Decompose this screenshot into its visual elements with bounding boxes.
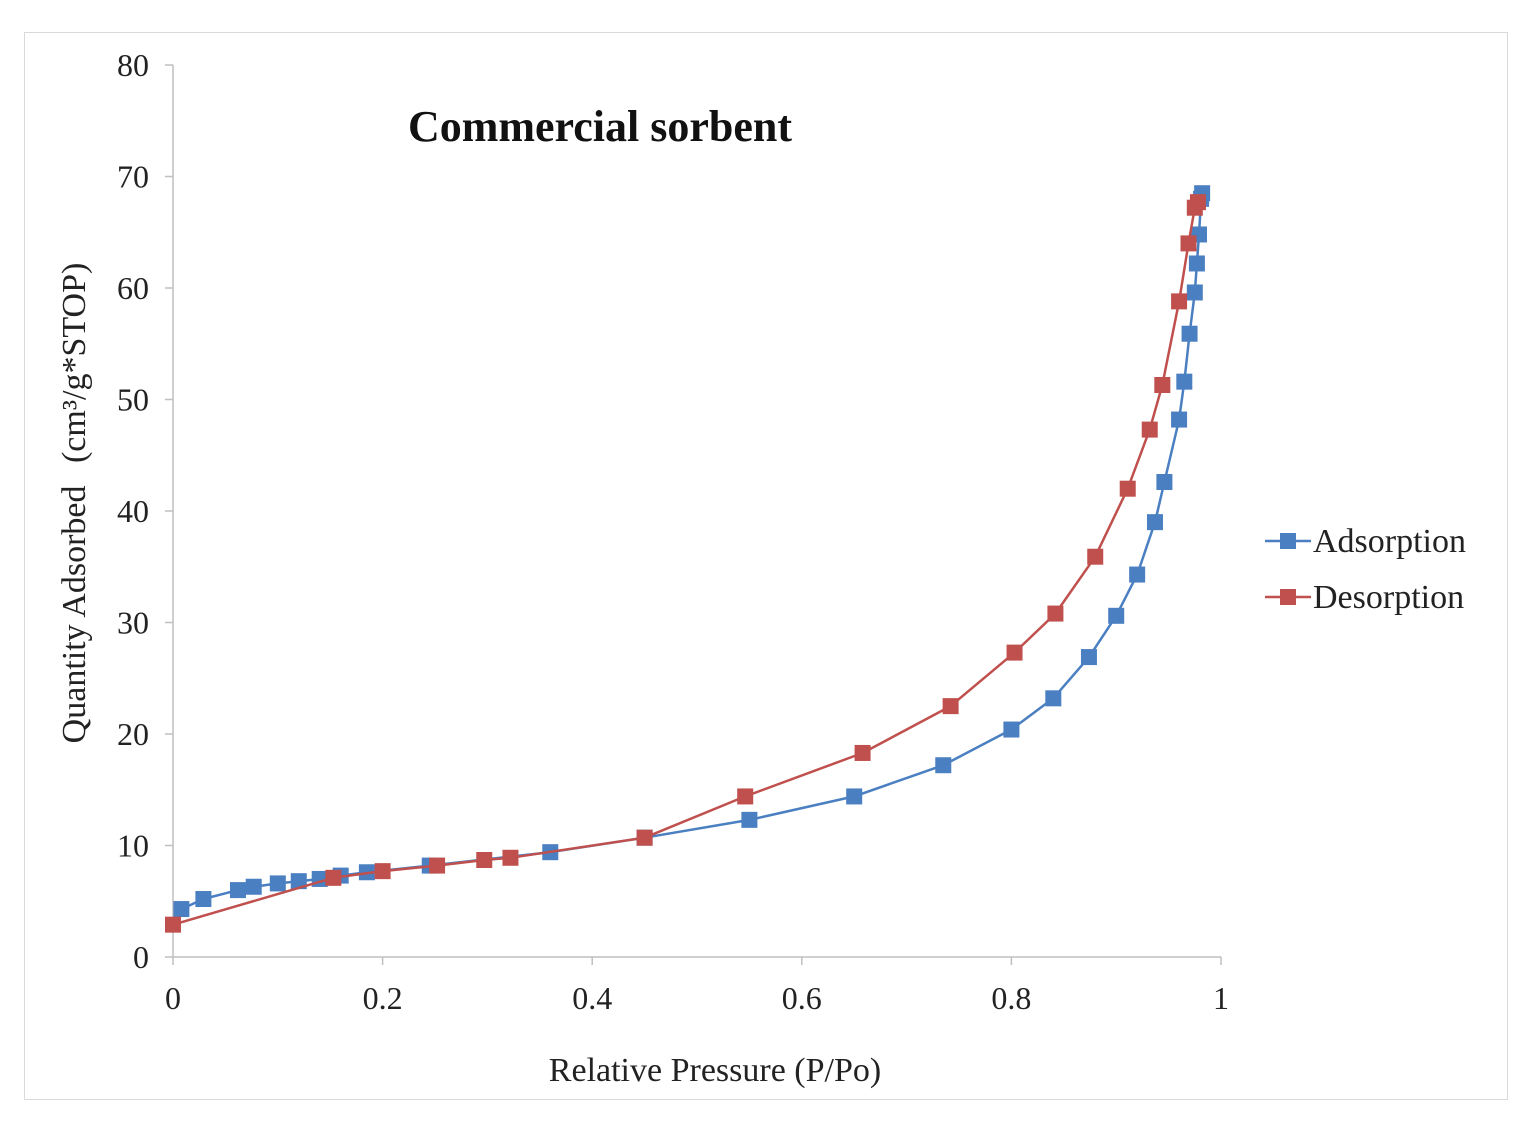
desorption-marker: [1180, 235, 1197, 252]
desorption-marker: [374, 863, 391, 880]
isotherm-chart: 0 10 20 30 40 50 60 70 80 0 0.2 0.4 0.6 0.8 1 Commerc…: [56, 47, 1466, 1089]
adsorption-marker: [1188, 255, 1205, 272]
y-tick-label: 80: [117, 47, 149, 83]
chart-title: Commercial sorbent: [408, 102, 792, 151]
y-tick-label: 40: [117, 493, 149, 529]
x-tick-label: 0: [165, 980, 181, 1016]
y-tick-label: 30: [117, 605, 149, 641]
adsorption-line: [180, 192, 1204, 911]
adsorption-marker: [1129, 566, 1146, 583]
y-axis-title-unit: (cm³/g*STOP): [56, 263, 93, 463]
x-tick-label: 0.4: [572, 980, 612, 1016]
adsorption-marker: [290, 873, 307, 890]
desorption-marker: [1119, 480, 1136, 497]
desorption-marker: [1006, 644, 1023, 661]
y-axis-title-quantity: Quantity Adsorbed: [56, 486, 93, 744]
adsorption-marker: [1146, 514, 1163, 531]
y-tick-label: 50: [117, 382, 149, 418]
legend-marker-adsorption: [1280, 533, 1296, 549]
desorption-marker: [1047, 605, 1064, 622]
y-tick-label: 70: [117, 159, 149, 195]
adsorption-marker: [1045, 690, 1062, 707]
x-tick-label: 1: [1213, 980, 1229, 1016]
adsorption-marker: [173, 901, 190, 918]
x-tick-label: 0.6: [782, 980, 822, 1016]
y-tick-label: 0: [133, 939, 149, 975]
legend-marker-desorption: [1280, 589, 1296, 605]
legend-label-desorption: Desorption: [1313, 579, 1464, 616]
adsorption-marker: [195, 891, 212, 908]
adsorption-marker: [1186, 284, 1203, 301]
adsorption-marker: [1181, 325, 1198, 342]
desorption-marker: [1141, 421, 1158, 438]
x-axis-title: Relative Pressure (P/Po): [549, 1052, 881, 1089]
adsorption-marker: [229, 882, 246, 899]
series-layer: [165, 185, 1211, 933]
desorption-series: [165, 194, 1206, 933]
desorption-marker: [854, 744, 871, 761]
chart-figure: 0 10 20 30 40 50 60 70 80 0 0.2 0.4 0.6 0.8 1 Commerc…: [24, 32, 1508, 1100]
y-axis-ticks: 0 10 20 30 40 50 60 70 80: [117, 47, 173, 975]
adsorption-marker: [935, 757, 952, 774]
desorption-marker: [429, 857, 446, 874]
desorption-marker: [636, 829, 653, 846]
legend-item-desorption: Desorption: [1265, 579, 1464, 616]
desorption-marker: [476, 851, 493, 868]
adsorption-marker: [1080, 649, 1097, 666]
adsorption-marker: [1003, 721, 1020, 738]
legend-item-adsorption: Adsorption: [1265, 523, 1466, 560]
legend-label-adsorption: Adsorption: [1313, 523, 1466, 560]
desorption-line: [172, 201, 1199, 926]
y-axis-title: Quantity Adsorbed (cm³/g*STOP): [56, 263, 93, 744]
desorption-marker: [1154, 377, 1171, 394]
desorption-marker: [1087, 548, 1104, 565]
x-tick-label: 0.2: [363, 980, 403, 1016]
y-tick-label: 60: [117, 270, 149, 306]
desorption-marker: [1171, 293, 1188, 310]
adsorption-series: [173, 185, 1211, 918]
legend: Adsorption Desorption: [1265, 523, 1466, 616]
adsorption-marker: [741, 811, 758, 828]
desorption-marker: [942, 698, 959, 715]
x-axis-ticks: 0 0.2 0.4 0.6 0.8 1: [165, 957, 1229, 1016]
y-tick-label: 20: [117, 716, 149, 752]
adsorption-marker: [846, 788, 863, 805]
y-tick-label: 10: [117, 828, 149, 864]
adsorption-marker: [1108, 607, 1125, 624]
desorption-marker: [502, 849, 519, 866]
desorption-marker: [737, 788, 754, 805]
adsorption-marker: [1176, 373, 1193, 390]
desorption-marker: [325, 869, 342, 886]
desorption-marker: [165, 916, 181, 933]
x-tick-label: 0.8: [991, 980, 1031, 1016]
desorption-marker: [1189, 194, 1206, 211]
adsorption-marker: [1156, 474, 1173, 491]
adsorption-marker: [1171, 411, 1188, 428]
axes: [172, 65, 1221, 958]
adsorption-marker: [269, 875, 286, 892]
adsorption-marker: [245, 878, 262, 895]
